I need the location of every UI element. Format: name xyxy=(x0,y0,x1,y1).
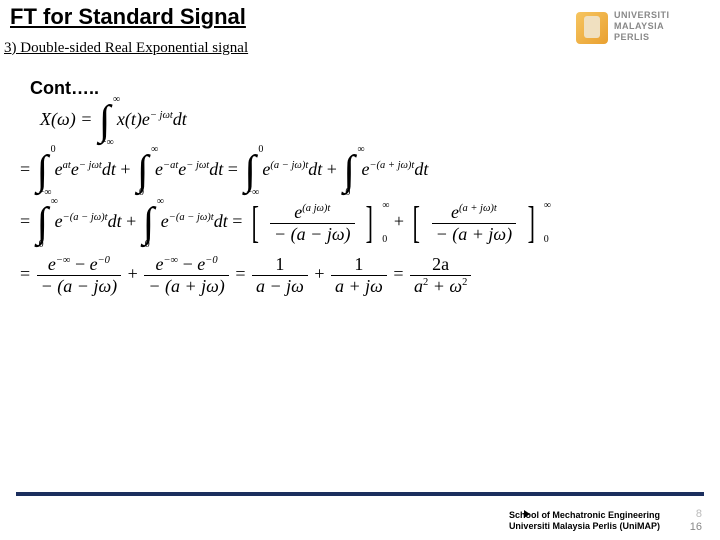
integral-icon: ∫ xyxy=(143,202,155,244)
slide: FT for Standard Signal 3) Double-sided R… xyxy=(0,0,720,540)
integral-icon: ∫ xyxy=(37,202,49,244)
frac-3a: e(a jω)t − (a − jω) xyxy=(270,202,355,245)
slide-subtitle: 3) Double-sided Real Exponential signal xyxy=(4,40,248,57)
int1-upper: ∞ xyxy=(113,94,120,105)
logo-line1: UNIVERSITI xyxy=(614,10,670,20)
row2-eq: = xyxy=(20,159,30,179)
logo-text: UNIVERSITI MALAYSIA PERLIS xyxy=(614,10,670,43)
equation-row-1: X(ω) = ∞ ∫ −∞ x(t)e− jωtdt xyxy=(40,100,700,142)
equation-row-3: = ∞ ∫ 0 e−(a − jω)tdt + ∞ ∫ 0 e−(a − jω)… xyxy=(20,200,700,246)
integral-1: ∞ ∫ −∞ xyxy=(99,100,111,142)
integral-icon: ∫ xyxy=(137,150,149,192)
footer-line2: Universiti Malaysia Perlis (UniMAP) xyxy=(509,521,660,531)
integral-icon: ∫ xyxy=(244,150,256,192)
continuation-label: Cont….. xyxy=(30,78,99,99)
int-3a: ∞ ∫ 0 xyxy=(37,202,49,244)
page-faint: 8 xyxy=(696,508,702,520)
bottom-rule xyxy=(16,492,704,496)
slide-title: FT for Standard Signal xyxy=(10,4,246,30)
page-number: 8 16 xyxy=(690,508,702,534)
int1-lower: −∞ xyxy=(101,137,114,148)
equation-row-4: = e−∞ − e−0 − (a − jω) + e−∞ − e−0 − (a … xyxy=(20,254,700,297)
logo-emblem-icon xyxy=(576,12,608,44)
int-2b: ∞ ∫ 0 xyxy=(137,150,149,192)
row1-lhs: X(ω) = xyxy=(40,109,97,129)
row1-dt: dt xyxy=(173,109,187,129)
frac-4a: e−∞ − e−0 − (a − jω) xyxy=(37,254,122,297)
int-2d: ∞ ∫ 0 xyxy=(343,150,355,192)
int-3b: ∞ ∫ 0 xyxy=(143,202,155,244)
int-2a: 0 ∫ −∞ xyxy=(37,150,49,192)
bracket-3b: [ xyxy=(409,203,424,243)
university-logo: UNIVERSITI MALAYSIA PERLIS xyxy=(576,6,706,52)
page-main: 16 xyxy=(690,521,702,533)
integral-icon: ∫ xyxy=(37,150,49,192)
logo-line2: MALAYSIA xyxy=(614,21,664,31)
row1-sup: − jωt xyxy=(150,110,173,121)
integral-icon: ∫ xyxy=(343,150,355,192)
equation-area: X(ω) = ∞ ∫ −∞ x(t)e− jωtdt = 0 ∫ −∞ eate… xyxy=(20,100,700,305)
frac-4c: 1 a − jω xyxy=(252,254,308,297)
frac-4b: e−∞ − e−0 − (a + jω) xyxy=(144,254,229,297)
bracket-3a: [ xyxy=(248,203,263,243)
footer-line1: School of Mechatronic Engineering xyxy=(509,510,660,520)
frac-4d: 1 a + jω xyxy=(331,254,387,297)
footer-text: School of Mechatronic Engineering Univer… xyxy=(509,510,660,532)
row1-integrand: x(t)e xyxy=(117,109,150,129)
int-2c: 0 ∫ −∞ xyxy=(244,150,256,192)
equation-row-2: = 0 ∫ −∞ eate− jωtdt + ∞ ∫ 0 e−ate− jωtd… xyxy=(20,150,700,192)
logo-line3: PERLIS xyxy=(614,32,650,42)
frac-3b: e(a + jω)t − (a + jω) xyxy=(432,202,517,245)
frac-4e: 2a a2 + ω2 xyxy=(410,254,471,297)
integral-icon: ∫ xyxy=(99,100,111,142)
